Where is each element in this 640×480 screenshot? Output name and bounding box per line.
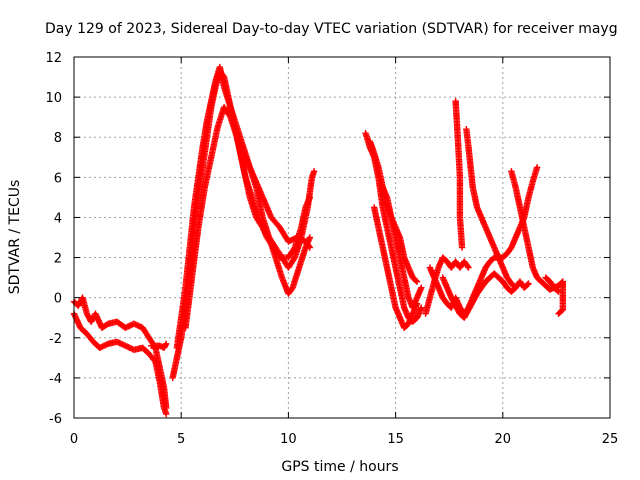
axes: 0 5 10 15 20 25 -6 -4 -2 0 2 4 6 8 10 12 bbox=[45, 51, 618, 447]
series-track bbox=[439, 270, 519, 321]
y-tick-label: 4 bbox=[54, 211, 62, 226]
y-tick-label: -4 bbox=[49, 372, 62, 387]
y-tick-label: 0 bbox=[54, 292, 62, 307]
data-point bbox=[465, 264, 472, 271]
plot-frame bbox=[73, 56, 611, 419]
x-tick-label: 20 bbox=[495, 432, 512, 447]
y-tick-label: -6 bbox=[49, 412, 62, 427]
x-tick-label: 25 bbox=[602, 432, 619, 447]
series-track bbox=[379, 184, 425, 311]
series-track bbox=[147, 340, 170, 352]
data-point bbox=[162, 341, 169, 349]
y-tick-label: 8 bbox=[54, 131, 62, 146]
data-point bbox=[290, 255, 298, 263]
x-axis-title: GPS time / hours bbox=[281, 459, 398, 475]
y-tick-label: 6 bbox=[54, 171, 62, 186]
y-tick-label: 10 bbox=[45, 91, 62, 106]
x-tick-label: 10 bbox=[280, 432, 297, 447]
data-point bbox=[524, 281, 531, 288]
x-tick-label: 15 bbox=[387, 432, 404, 447]
data-point bbox=[306, 234, 314, 241]
series-track bbox=[173, 63, 314, 352]
data-point bbox=[412, 277, 420, 284]
grid bbox=[74, 57, 610, 418]
x-tick-label: 0 bbox=[70, 432, 78, 447]
data-points bbox=[70, 63, 567, 418]
data-point bbox=[413, 278, 421, 285]
data-point bbox=[306, 244, 314, 251]
series-track bbox=[182, 103, 318, 331]
data-point bbox=[418, 284, 425, 291]
x-tick-label: 5 bbox=[177, 432, 185, 447]
data-point bbox=[162, 410, 170, 418]
series-track bbox=[70, 310, 170, 418]
y-tick-label: -2 bbox=[49, 332, 62, 347]
series-track bbox=[463, 126, 532, 291]
data-point bbox=[418, 304, 425, 311]
data-point bbox=[464, 263, 471, 270]
data-point bbox=[458, 244, 466, 251]
series-track bbox=[233, 134, 314, 251]
y-axis-title: SDTVAR / TECUs bbox=[7, 180, 23, 295]
data-point bbox=[533, 164, 541, 171]
series-track bbox=[542, 274, 567, 317]
series-track bbox=[452, 97, 466, 251]
data-point bbox=[305, 243, 313, 250]
data-point bbox=[226, 112, 233, 119]
data-point bbox=[151, 357, 158, 364]
chart-title: Day 129 of 2023, Sidereal Day-to-day VTE… bbox=[45, 21, 618, 37]
data-point bbox=[555, 310, 562, 317]
data-point bbox=[162, 340, 170, 347]
data-point bbox=[556, 309, 563, 316]
data-point bbox=[310, 168, 318, 175]
y-tick-label: 2 bbox=[54, 252, 62, 267]
y-tick-label: 12 bbox=[45, 51, 62, 66]
data-point bbox=[525, 280, 532, 287]
